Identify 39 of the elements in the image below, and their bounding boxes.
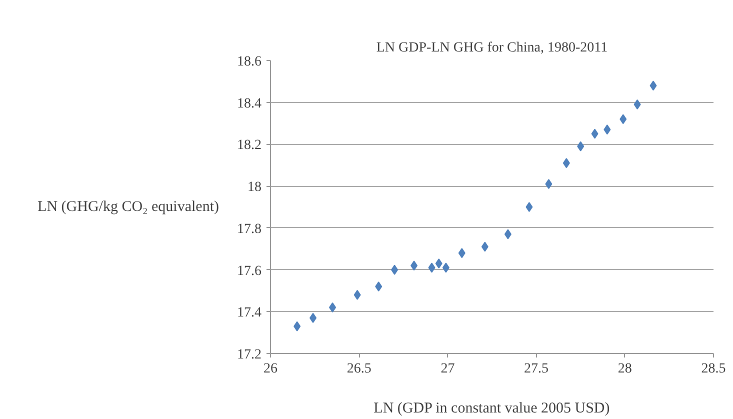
- point: [504, 229, 512, 240]
- point: [545, 178, 552, 189]
- point: [591, 128, 598, 139]
- y-tick-label: 17.6: [237, 264, 262, 279]
- point: [375, 282, 382, 292]
- x-tick-label: 26.5: [346, 362, 372, 376]
- point: [650, 80, 657, 91]
- y-tick-label: 18: [248, 180, 262, 196]
- point: [435, 258, 442, 269]
- x-tick-label: 28: [618, 362, 632, 376]
- point: [410, 260, 418, 271]
- point: [562, 158, 570, 168]
- x-tick-label: 28.5: [701, 362, 726, 376]
- point: [329, 302, 336, 312]
- x-tick-label: 26: [264, 362, 278, 376]
- y-tick-label: 18.6: [237, 54, 262, 70]
- point: [442, 262, 450, 273]
- point: [310, 312, 317, 323]
- point: [526, 202, 533, 212]
- x-tick-label: 27: [440, 362, 455, 376]
- y-axis-title: LN (GHG/kg CO₂ equivalent): [38, 199, 220, 215]
- x-axis-title: LN (GDP in constant value 2005 USD): [374, 400, 610, 416]
- chart-title: LN GDP-LN GHG for China, 1980-2011: [376, 40, 608, 56]
- y-tick-label: 17.4: [237, 306, 262, 321]
- point: [294, 321, 301, 332]
- point: [354, 290, 361, 300]
- point: [428, 262, 436, 273]
- y-tick-label: 18.4: [237, 96, 262, 112]
- point: [577, 141, 584, 152]
- point: [391, 264, 398, 275]
- point: [604, 124, 611, 135]
- y-tick-label: 17.2: [237, 348, 262, 362]
- point: [634, 99, 641, 110]
- point: [481, 242, 488, 252]
- x-tick-label: 27.5: [524, 362, 549, 376]
- point: [620, 114, 627, 124]
- y-tick-label: 18.2: [237, 138, 262, 154]
- point: [458, 248, 466, 258]
- y-tick-label: 17.8: [237, 222, 262, 237]
